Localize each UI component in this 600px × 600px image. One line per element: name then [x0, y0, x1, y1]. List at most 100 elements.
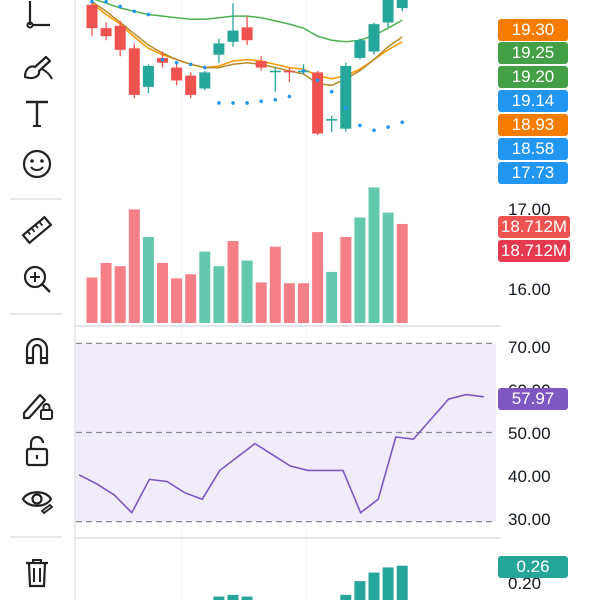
magnet-tool[interactable]	[14, 330, 60, 370]
volume-bar	[283, 283, 295, 323]
volume-bar	[199, 251, 211, 323]
rsi-line	[78, 393, 484, 515]
candle-body	[213, 43, 225, 55]
candle-body	[283, 70, 295, 73]
macd-bar	[227, 594, 239, 600]
psar-dot	[104, 0, 108, 4]
psar-dot	[259, 99, 263, 104]
rsi-axis-label: 30.00	[508, 510, 551, 529]
psar-dot	[315, 78, 320, 83]
psar-dot	[118, 4, 122, 9]
visibility-tool[interactable]	[14, 480, 60, 520]
psar-dot	[132, 9, 137, 14]
volume-bar	[171, 278, 183, 323]
brush-tool[interactable]	[14, 46, 60, 86]
rsi-axis-label: 50.00	[508, 424, 551, 443]
brush-tool-icon	[23, 55, 53, 80]
candle	[354, 38, 366, 60]
volume-bar	[312, 232, 324, 323]
candle	[283, 67, 295, 83]
macd-axis-label: 0.20	[508, 574, 542, 593]
volume-bar	[142, 236, 154, 323]
trend-line-tool-icon	[26, 1, 50, 29]
volume-bar	[100, 262, 112, 323]
ruler-tool[interactable]	[14, 210, 60, 250]
volume-axis-label: 17.00	[508, 200, 551, 219]
candle-body	[114, 25, 126, 50]
volume-bar	[227, 241, 239, 323]
macd-bar	[340, 594, 352, 600]
candle	[100, 22, 112, 41]
text-tool[interactable]	[14, 93, 60, 133]
volume-bar	[241, 260, 253, 323]
psar-dot	[301, 68, 306, 73]
candle-body	[340, 65, 352, 129]
candle	[199, 70, 211, 91]
lock-drawings-tool[interactable]	[14, 384, 60, 424]
candle	[171, 61, 183, 86]
macd-bar	[213, 596, 225, 600]
visibility-tool-icon	[21, 491, 54, 515]
unlock-tool-icon	[25, 435, 49, 467]
candle-body	[241, 27, 253, 41]
zoom-in-tool-icon	[23, 265, 51, 293]
text-tool-icon	[26, 100, 48, 127]
candle-body	[128, 48, 140, 95]
lock-drawings-tool-icon	[22, 393, 53, 420]
rsi-value-tag: 57.97	[498, 388, 568, 410]
macd-bar	[354, 581, 366, 600]
macd-bar	[368, 572, 380, 600]
candle	[241, 16, 253, 46]
volume-bar	[298, 283, 309, 323]
volume-bar	[368, 187, 380, 323]
delete-tool[interactable]	[14, 552, 60, 592]
volume-bar	[396, 223, 408, 323]
psar-dot	[203, 65, 207, 70]
volume-bar	[326, 271, 338, 323]
volume-bar	[255, 282, 267, 323]
trend-line-tool[interactable]	[14, 0, 60, 32]
candle	[128, 43, 140, 99]
unlock-tool[interactable]	[14, 431, 60, 471]
delete-tool-icon	[26, 559, 48, 588]
volume-bars	[86, 187, 408, 323]
volume-bar	[157, 262, 168, 323]
candle-body	[255, 61, 267, 68]
candle	[213, 38, 225, 63]
psar-dot	[386, 125, 390, 129]
psar-dot	[329, 89, 334, 94]
stock-chart[interactable]	[76, 0, 500, 600]
candle-body	[171, 67, 183, 81]
rsi-levels	[76, 342, 496, 523]
psar-dot	[287, 94, 292, 99]
psar-dot	[358, 123, 362, 128]
candle-body	[368, 24, 380, 52]
candle-body	[227, 30, 239, 42]
volume-bar	[269, 246, 281, 323]
volume-bar	[354, 217, 366, 323]
drawing-toolbar	[0, 0, 76, 600]
macd-value-tag: 0.26	[498, 556, 568, 578]
candle-body	[312, 72, 324, 134]
volume-bar	[213, 266, 225, 323]
candle-body	[396, 0, 408, 9]
psar-dot	[245, 101, 249, 105]
price-tag: 19.30	[498, 19, 568, 41]
price-tag: 18.93	[498, 114, 568, 136]
emoji-tool[interactable]	[14, 144, 60, 184]
psar-dot	[273, 97, 278, 102]
zoom-in-tool[interactable]	[14, 259, 60, 299]
psar-dot	[90, 0, 94, 4]
candle-body	[326, 119, 338, 121]
magnet-tool-icon	[25, 337, 49, 365]
price-candles	[86, 0, 408, 136]
macd-bar	[396, 565, 408, 600]
candle	[340, 62, 352, 132]
psar-dot	[188, 62, 193, 67]
volume-bar	[128, 209, 140, 323]
volume-axis-label: 16.00	[508, 280, 551, 299]
candle-body	[142, 65, 154, 87]
psar-dot	[146, 12, 151, 17]
toolbar-separator	[10, 198, 62, 200]
macd-bar	[382, 567, 394, 600]
